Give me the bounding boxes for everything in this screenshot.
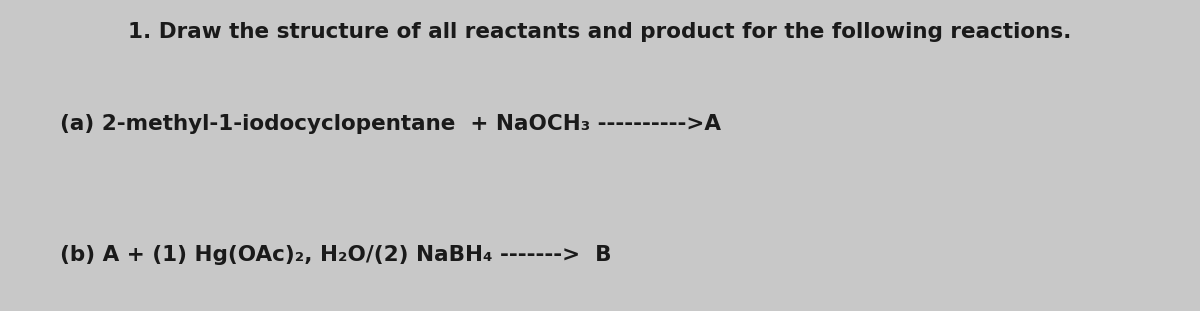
Text: 1. Draw the structure of all reactants and product for the following reactions.: 1. Draw the structure of all reactants a… bbox=[128, 22, 1072, 42]
Text: (b) A + (1) Hg(OAc)₂, H₂O/(2) NaBH₄ ------->  B: (b) A + (1) Hg(OAc)₂, H₂O/(2) NaBH₄ ----… bbox=[60, 245, 612, 265]
Text: (a) 2-methyl-1-iodocyclopentane  + NaOCH₃ ---------->A: (a) 2-methyl-1-iodocyclopentane + NaOCH₃… bbox=[60, 114, 721, 134]
